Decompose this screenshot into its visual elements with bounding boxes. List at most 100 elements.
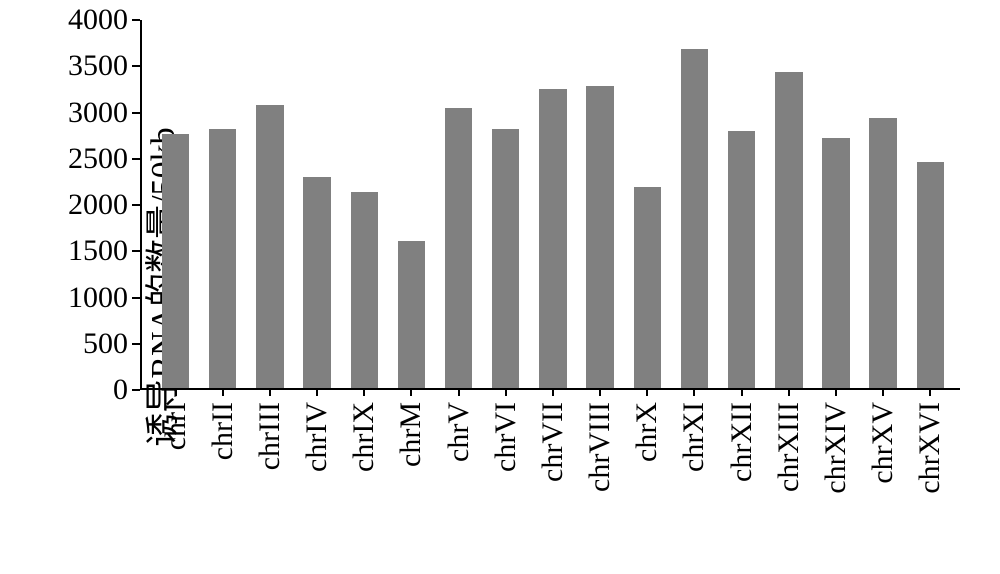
y-tick-label: 500 <box>48 327 128 361</box>
bar <box>445 108 472 388</box>
x-tick <box>929 388 931 396</box>
y-tick <box>132 389 140 391</box>
bar <box>162 134 189 388</box>
x-label: chrVII <box>536 402 570 482</box>
x-label-slot: chrVIII <box>577 398 624 568</box>
y-tick-label: 4000 <box>48 3 128 37</box>
bar-slot <box>812 20 859 388</box>
x-label-slot: chrXIII <box>765 398 812 568</box>
y-tick-label: 3500 <box>48 49 128 83</box>
x-label: chrXI <box>677 402 711 472</box>
x-label: chrV <box>442 402 476 462</box>
bar-slot <box>482 20 529 388</box>
y-tick <box>132 204 140 206</box>
x-tick <box>835 388 837 396</box>
x-label: chrX <box>630 402 664 462</box>
bar-slot <box>765 20 812 388</box>
bar <box>492 129 519 388</box>
bar-slot <box>435 20 482 388</box>
x-label: chrXVI <box>913 402 947 494</box>
x-tick <box>552 388 554 396</box>
x-label-slot: chrIV <box>294 398 341 568</box>
bar <box>728 131 755 388</box>
x-tick <box>458 388 460 396</box>
y-tick <box>132 250 140 252</box>
x-tick <box>175 388 177 396</box>
bar-chart: 诱导RNA的数量/50kb 05001000150020002500300035… <box>0 0 1000 574</box>
bar <box>586 86 613 388</box>
x-tick <box>788 388 790 396</box>
bar-slot <box>907 20 954 388</box>
bar <box>209 129 236 388</box>
y-tick <box>132 297 140 299</box>
x-label-slot: chrX <box>624 398 671 568</box>
x-label: chrXII <box>725 402 759 482</box>
x-tick <box>741 388 743 396</box>
y-tick <box>132 65 140 67</box>
bar-slot <box>341 20 388 388</box>
x-label-slot: chrXVI <box>907 398 954 568</box>
y-axis-line <box>140 20 142 390</box>
bar <box>303 177 330 388</box>
x-label-slot: chrV <box>435 398 482 568</box>
y-tick-label: 1000 <box>48 281 128 315</box>
x-tick <box>693 388 695 396</box>
bar-slot <box>388 20 435 388</box>
x-label-slot: chrII <box>199 398 246 568</box>
y-tick <box>132 158 140 160</box>
bar-slot <box>294 20 341 388</box>
x-tick <box>882 388 884 396</box>
x-label-slot: chrVII <box>529 398 576 568</box>
x-label: chrXIII <box>772 402 806 492</box>
bar-slot <box>860 20 907 388</box>
x-label: chrM <box>394 402 428 467</box>
x-tick <box>410 388 412 396</box>
x-label-slot: chrXII <box>718 398 765 568</box>
bar-slot <box>246 20 293 388</box>
bar <box>681 49 708 388</box>
x-tick <box>316 388 318 396</box>
y-tick-label: 2000 <box>48 188 128 222</box>
x-tick <box>599 388 601 396</box>
x-label-slot: chrI <box>152 398 199 568</box>
x-tick <box>222 388 224 396</box>
x-tick <box>646 388 648 396</box>
bar-slot <box>671 20 718 388</box>
x-labels-row: chrI chrII chrIIIchrIVchrIX chrM chrV chrVI ch… <box>152 398 954 568</box>
x-label: chrXV <box>866 402 900 484</box>
bar-slot <box>529 20 576 388</box>
x-tick <box>269 388 271 396</box>
bar-slot <box>577 20 624 388</box>
bar <box>398 241 425 388</box>
bar-slot <box>718 20 765 388</box>
x-tick <box>505 388 507 396</box>
x-label-slot: chrIII <box>246 398 293 568</box>
bar <box>351 192 378 388</box>
x-label-slot: chrXIV <box>812 398 859 568</box>
bar <box>634 187 661 388</box>
y-tick <box>132 343 140 345</box>
plot-area: 05001000150020002500300035004000 <box>140 20 960 390</box>
bars-container <box>152 20 954 388</box>
bar <box>869 118 896 388</box>
bar <box>822 138 849 388</box>
x-label: chrI <box>159 402 193 450</box>
y-tick-label: 3000 <box>48 96 128 130</box>
y-tick-label: 0 <box>48 373 128 407</box>
x-label: chrIII <box>253 402 287 470</box>
y-tick <box>132 19 140 21</box>
x-label: chrII <box>206 402 240 460</box>
y-tick-label: 1500 <box>48 234 128 268</box>
x-label: chrXIV <box>819 402 853 494</box>
bar <box>775 72 802 388</box>
bar-slot <box>624 20 671 388</box>
bar <box>539 89 566 388</box>
x-label-slot: chrVI <box>482 398 529 568</box>
x-tick <box>363 388 365 396</box>
bar-slot <box>199 20 246 388</box>
x-label: chrIX <box>347 402 381 472</box>
x-label: chrVI <box>489 402 523 472</box>
x-label-slot: chrM <box>388 398 435 568</box>
x-label: chrVIII <box>583 402 617 492</box>
x-label-slot: chrXV <box>860 398 907 568</box>
